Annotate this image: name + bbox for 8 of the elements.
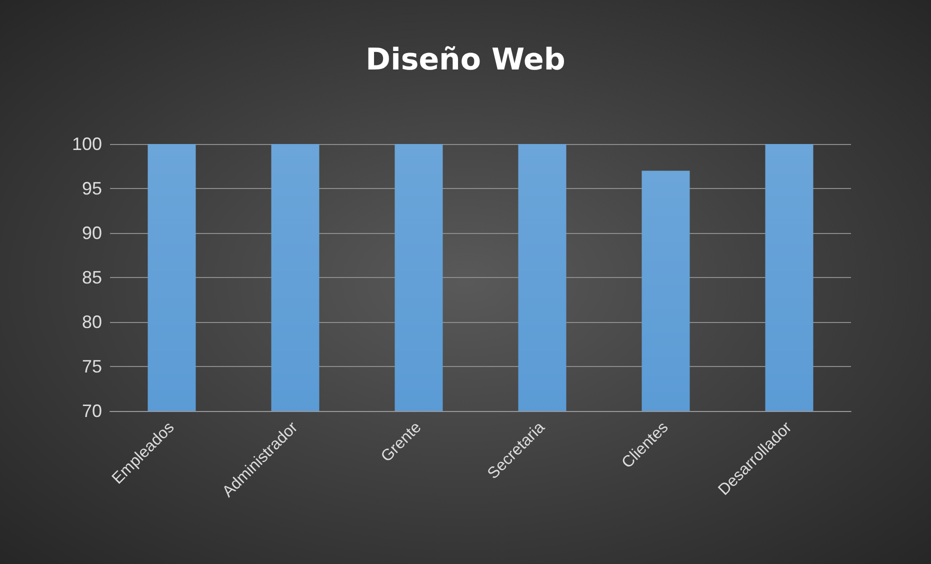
y-tick-label: 95 (82, 178, 102, 198)
y-tick-label: 80 (82, 312, 102, 332)
y-tick-label: 75 (82, 356, 102, 376)
y-tick-label: 90 (82, 223, 102, 243)
y-tick-label: 70 (82, 401, 102, 421)
chart-title: Diseño Web (366, 42, 566, 78)
y-tick-label: 85 (82, 268, 102, 288)
y-tick-label: 100 (72, 134, 102, 154)
